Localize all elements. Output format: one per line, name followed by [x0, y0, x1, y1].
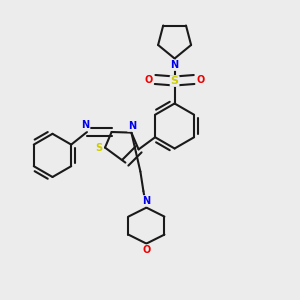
Text: O: O: [142, 245, 151, 255]
Text: N: N: [81, 120, 90, 130]
Text: S: S: [95, 142, 102, 153]
Text: S: S: [171, 76, 178, 86]
Text: N: N: [128, 121, 136, 131]
Text: O: O: [196, 74, 205, 85]
Text: O: O: [144, 74, 153, 85]
Text: N: N: [170, 60, 179, 70]
Text: N: N: [142, 196, 151, 206]
